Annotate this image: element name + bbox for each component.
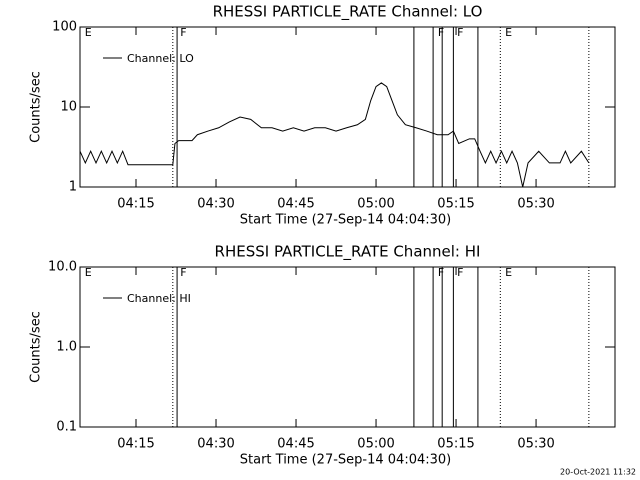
y-axis-label: Counts/sec — [29, 71, 44, 143]
flag-label: F — [438, 266, 444, 279]
flag-label: E — [85, 26, 92, 39]
y-tick-label: 1 — [69, 180, 77, 195]
x-tick-label: 05:30 — [517, 197, 554, 212]
y-tick-label: 0.1 — [56, 420, 77, 435]
y-tick-label: 10.0 — [48, 260, 77, 275]
chart-title: RHESSI PARTICLE_RATE Channel: HI — [215, 243, 481, 262]
legend-label: Channel: HI — [127, 292, 191, 305]
flag-label: F — [180, 26, 186, 39]
flag-label: F — [180, 266, 186, 279]
x-tick-label: 04:30 — [197, 197, 234, 212]
x-tick-label: 04:45 — [277, 197, 314, 212]
x-axis-label: Start Time (27-Sep-14 04:04:30) — [240, 213, 451, 228]
x-tick-label: 05:15 — [437, 437, 474, 452]
flag-label: E — [505, 26, 512, 39]
x-axis-label: Start Time (27-Sep-14 04:04:30) — [240, 453, 451, 468]
y-axis-label: Counts/sec — [29, 311, 44, 383]
y-tick-label: 1.0 — [56, 340, 77, 355]
chart-title: RHESSI PARTICLE_RATE Channel: LO — [213, 3, 483, 22]
legend-label: Channel: LO — [127, 52, 194, 65]
x-tick-label: 05:30 — [517, 437, 554, 452]
flag-label: F — [457, 266, 463, 279]
footer: 20-Oct-2021 11:32 — [560, 468, 636, 477]
x-tick-label: 04:15 — [117, 197, 154, 212]
flag-label: E — [85, 266, 92, 279]
y-tick-label: 10 — [60, 100, 77, 115]
x-tick-label: 04:30 — [197, 437, 234, 452]
y-tick-label: 100 — [52, 20, 77, 35]
x-tick-label: 05:00 — [357, 197, 394, 212]
flag-label: E — [505, 266, 512, 279]
flag-label: F — [457, 26, 463, 39]
x-tick-label: 05:15 — [437, 197, 474, 212]
flag-label: F — [438, 26, 444, 39]
series-line — [79, 82, 590, 188]
x-tick-label: 04:45 — [277, 437, 314, 452]
x-tick-label: 05:00 — [357, 437, 394, 452]
x-tick-label: 04:15 — [117, 437, 154, 452]
